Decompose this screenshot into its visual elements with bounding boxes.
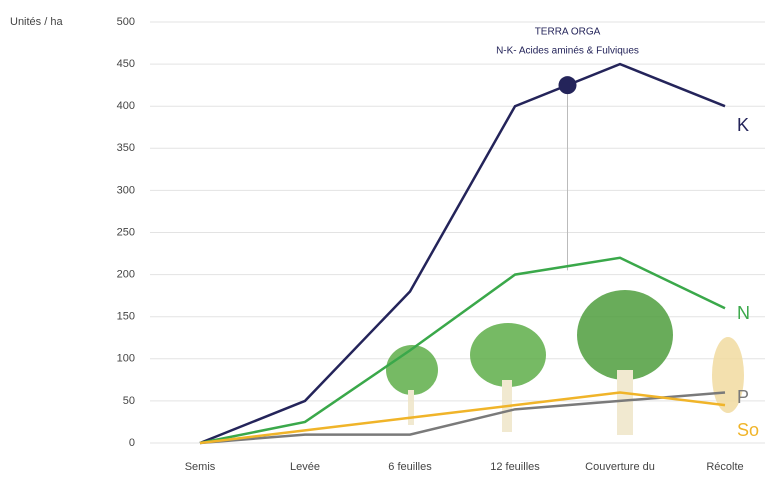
y-tick-label: 300 [117, 184, 135, 196]
x-tick-label: 6 feuilles [388, 461, 432, 473]
series-label: P [737, 387, 749, 407]
x-tick-label: Récolte [706, 461, 743, 473]
annotation-text: TERRA ORGA [535, 27, 601, 38]
series-line [199, 62, 726, 445]
series-line [199, 256, 726, 445]
plant-illustrations [386, 290, 744, 435]
y-tick-label: 50 [123, 395, 135, 407]
y-tick-label: 400 [117, 100, 135, 112]
y-tick-label: 250 [117, 226, 135, 238]
annotation-text: N-K- Acides aminés & Fulviques [496, 46, 639, 57]
grid [150, 21, 765, 444]
y-tick-label: 0 [129, 437, 135, 449]
series-label: So [737, 420, 759, 440]
y-tick-label: 150 [117, 311, 135, 323]
x-tick-label: Semis [185, 461, 216, 473]
y-tick-label: 500 [117, 16, 135, 28]
series-label: N [737, 303, 750, 323]
y-tick-label: 350 [117, 142, 135, 154]
y-tick-label: 100 [117, 353, 135, 365]
series-line [199, 391, 726, 445]
series-line [199, 391, 726, 445]
x-tick-label: 12 feuilles [490, 461, 540, 473]
series-label: K [737, 115, 749, 135]
y-axis-title: Unités / ha [10, 16, 63, 28]
annotation-dot [558, 76, 577, 95]
y-tick-label: 200 [117, 269, 135, 281]
x-tick-label: Levée [290, 461, 320, 473]
x-tick-label: Couverture du [585, 461, 655, 473]
y-tick-label: 450 [117, 58, 135, 70]
